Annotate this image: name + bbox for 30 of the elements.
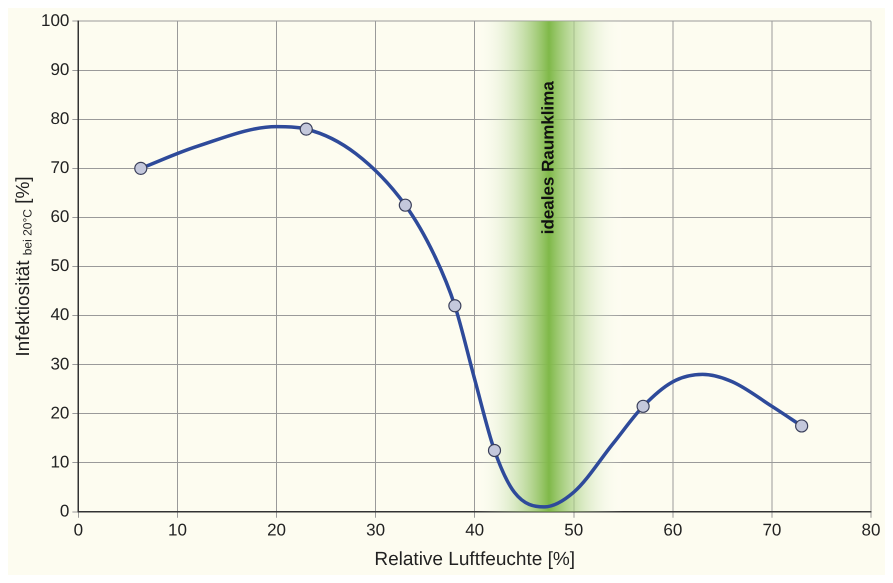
x-tick-label: 30: [366, 520, 386, 540]
y-tick-label: 60: [50, 207, 70, 226]
point: [448, 299, 462, 312]
x-axis-title: Relative Luftfeuchte [%]: [374, 548, 576, 570]
y-tick-label: 80: [50, 109, 70, 128]
x-tick-label: 80: [862, 520, 880, 540]
y-tick-label: 30: [50, 354, 70, 374]
point: [300, 122, 313, 136]
y-tick-label: 10: [50, 452, 70, 472]
x-tick-label: 70: [762, 520, 782, 540]
y-tick-label: 40: [50, 305, 70, 324]
y-tick-label: 70: [50, 158, 70, 178]
point: [398, 198, 412, 212]
y-axis-title: Infektiosität bei 20°C [%]: [13, 176, 34, 357]
x-tick-label: 20: [267, 520, 286, 540]
y-tick-label: 50: [50, 256, 70, 276]
band-label: ideales Raumklima: [538, 80, 558, 234]
y-tick-label: 90: [50, 60, 70, 79]
x-tick-label: 0: [74, 520, 84, 540]
point: [488, 444, 502, 458]
y-tick-label: 20: [50, 403, 70, 422]
x-tick-label: 10: [168, 520, 187, 540]
y-tick-label: 0: [60, 501, 70, 520]
point: [795, 419, 808, 433]
point: [636, 400, 650, 413]
point: [134, 162, 148, 175]
y-tick-label: 100: [40, 10, 70, 30]
x-tick-label: 40: [465, 520, 484, 540]
x-tick-label: 60: [663, 520, 682, 540]
x-tick-label: 50: [564, 520, 584, 540]
